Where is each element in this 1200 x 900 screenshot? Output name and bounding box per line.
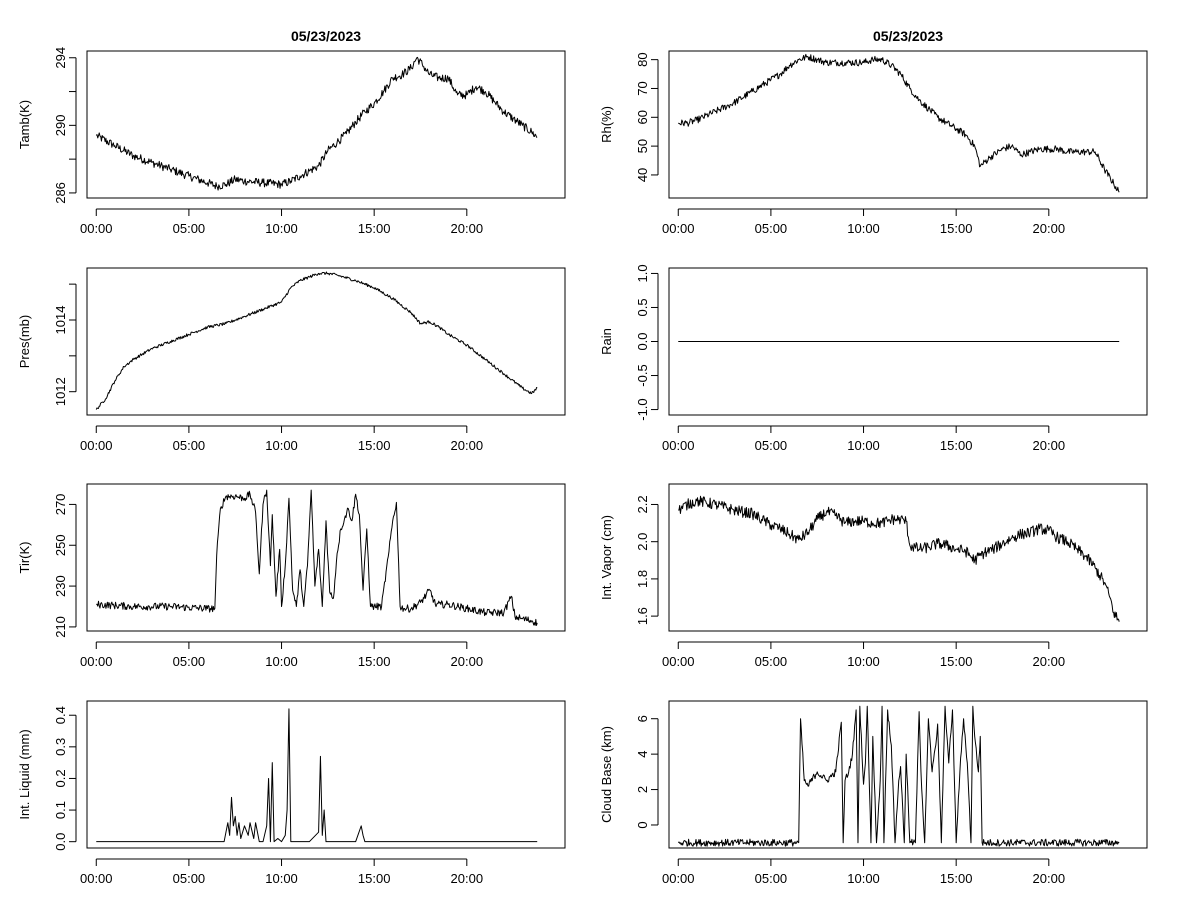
panel-5-xtick-label: 15:00	[940, 654, 973, 669]
panel-5-xtick-label: 20:00	[1033, 654, 1066, 669]
panel-5-xtick-label: 00:00	[662, 654, 695, 669]
panel-0-xtick-label: 05:00	[173, 221, 206, 236]
panel-4-plot-frame	[86, 483, 566, 632]
panel-1-ytick-label: 70	[635, 81, 650, 95]
panel-2-ylabel: Pres(mb)	[17, 315, 32, 368]
panel-4-series-line	[96, 489, 538, 626]
panel-0-xtick-label: 20:00	[451, 221, 484, 236]
panel-2-xtick-label: 00:00	[80, 438, 113, 453]
panel-3-ytick-label: -1.0	[635, 398, 650, 420]
panel-3-ylabel: Rain	[599, 328, 614, 355]
panel-2-ytick-label: 1012	[53, 377, 68, 406]
panel-3-xtick-label: 00:00	[662, 438, 695, 453]
panel-5-ytick-label: 1.6	[635, 607, 650, 625]
panel-3-xtick-label: 20:00	[1033, 438, 1066, 453]
panel-2-xtick-label: 05:00	[173, 438, 206, 453]
panel-2-ytick-label: 1014	[53, 306, 68, 335]
panel-0-series-line	[95, 56, 538, 191]
panel-6-ytick-label: 0.1	[53, 801, 68, 819]
panel-3-ytick-label: -0.5	[635, 364, 650, 386]
panel-2-plot-frame	[86, 267, 566, 416]
panel-1-ylabel: Rh(%)	[599, 106, 614, 143]
panel-2-xtick-label: 15:00	[358, 438, 391, 453]
panel-1-title: 05/23/2023	[873, 28, 943, 44]
panel-3-plot-frame	[668, 267, 1148, 416]
panel-7-ylabel: Cloud Base (km)	[599, 726, 614, 823]
panel-4-xtick-label: 05:00	[173, 654, 206, 669]
panel-5-ytick-label: 2.0	[635, 533, 650, 551]
panel-4-xtick-label: 20:00	[451, 654, 484, 669]
panel-1-ytick-label: 60	[635, 110, 650, 124]
panel-5-xtick-label: 10:00	[847, 654, 880, 669]
panel-1-ytick-label: 80	[635, 52, 650, 66]
panel-5-xtick-label: 05:00	[755, 654, 788, 669]
panel-4-xtick-label: 15:00	[358, 654, 391, 669]
panel-7-plot-frame	[668, 700, 1148, 849]
panel-6-xtick-label: 20:00	[451, 871, 484, 886]
panel-7-ytick-label: 2	[635, 786, 650, 793]
panel-7-ytick-label: 4	[635, 751, 650, 758]
panel-5-ylabel: Int. Vapor (cm)	[599, 515, 614, 600]
panel-3-xtick-label: 15:00	[940, 438, 973, 453]
panel-4-xtick-label: 10:00	[265, 654, 298, 669]
panel-6-ytick-label: 0.0	[53, 833, 68, 851]
panel-6-xtick-label: 00:00	[80, 871, 113, 886]
panel-6-plot-frame	[86, 700, 566, 849]
panel-5-plot-frame	[668, 483, 1148, 632]
panel-7-xtick-label: 10:00	[847, 871, 880, 886]
panel-0-title: 05/23/2023	[291, 28, 361, 44]
panel-2-series-line	[95, 271, 538, 410]
panel-3-ytick-label: 0.5	[635, 298, 650, 316]
panel-0-xtick-label: 15:00	[358, 221, 391, 236]
panel-1-plot-frame	[668, 50, 1148, 199]
panel-7-ytick-label: 0	[635, 821, 650, 828]
panel-1-xtick-label: 20:00	[1033, 221, 1066, 236]
panel-6-xtick-label: 15:00	[358, 871, 391, 886]
panel-6-xtick-label: 05:00	[173, 871, 206, 886]
panel-4-ytick-label: 270	[53, 494, 68, 516]
panel-1-xtick-label: 15:00	[940, 221, 973, 236]
panel-6-series-line	[96, 708, 538, 843]
panel-1-xtick-label: 00:00	[662, 221, 695, 236]
panel-0-ytick-label: 294	[53, 47, 68, 69]
panel-3-xtick-label: 10:00	[847, 438, 880, 453]
panel-1-ytick-label: 40	[635, 168, 650, 182]
panel-3-ytick-label: 1.0	[635, 264, 650, 282]
panel-7-xtick-label: 15:00	[940, 871, 973, 886]
panel-0-ytick-label: 286	[53, 182, 68, 204]
panel-7-xtick-label: 00:00	[662, 871, 695, 886]
panel-0-plot-frame	[86, 50, 566, 199]
panel-7-ytick-label: 6	[635, 715, 650, 722]
panel-4-ytick-label: 210	[53, 616, 68, 638]
panel-2-xtick-label: 20:00	[451, 438, 484, 453]
panel-2-xtick-label: 10:00	[265, 438, 298, 453]
panel-6-ytick-label: 0.3	[53, 738, 68, 756]
panel-1-xtick-label: 05:00	[755, 221, 788, 236]
panel-7-xtick-label: 05:00	[755, 871, 788, 886]
panel-4-ylabel: Tir(K)	[17, 541, 32, 573]
panel-0-xtick-label: 10:00	[265, 221, 298, 236]
panel-4-ytick-label: 250	[53, 534, 68, 556]
panel-4-ytick-label: 230	[53, 575, 68, 597]
panel-6-ytick-label: 0.2	[53, 769, 68, 787]
panel-3-ytick-label: 0.0	[635, 332, 650, 350]
panel-0-ylabel: Tamb(K)	[17, 100, 32, 149]
panel-6-xtick-label: 10:00	[265, 871, 298, 886]
panel-5-series-line	[678, 495, 1120, 622]
panel-0-ytick-label: 290	[53, 114, 68, 136]
panel-7-xtick-label: 20:00	[1033, 871, 1066, 886]
panel-4-xtick-label: 00:00	[80, 654, 113, 669]
panel-3-xtick-label: 05:00	[755, 438, 788, 453]
panel-1-series-line	[678, 53, 1120, 193]
panel-7-series-line	[677, 705, 1120, 847]
panel-5-ytick-label: 2.2	[635, 495, 650, 513]
panel-1-xtick-label: 10:00	[847, 221, 880, 236]
panel-0-xtick-label: 00:00	[80, 221, 113, 236]
panel-5-ytick-label: 1.8	[635, 570, 650, 588]
panel-6-ytick-label: 0.4	[53, 706, 68, 724]
panel-6-ylabel: Int. Liquid (mm)	[17, 729, 32, 819]
panel-1-ytick-label: 50	[635, 139, 650, 153]
